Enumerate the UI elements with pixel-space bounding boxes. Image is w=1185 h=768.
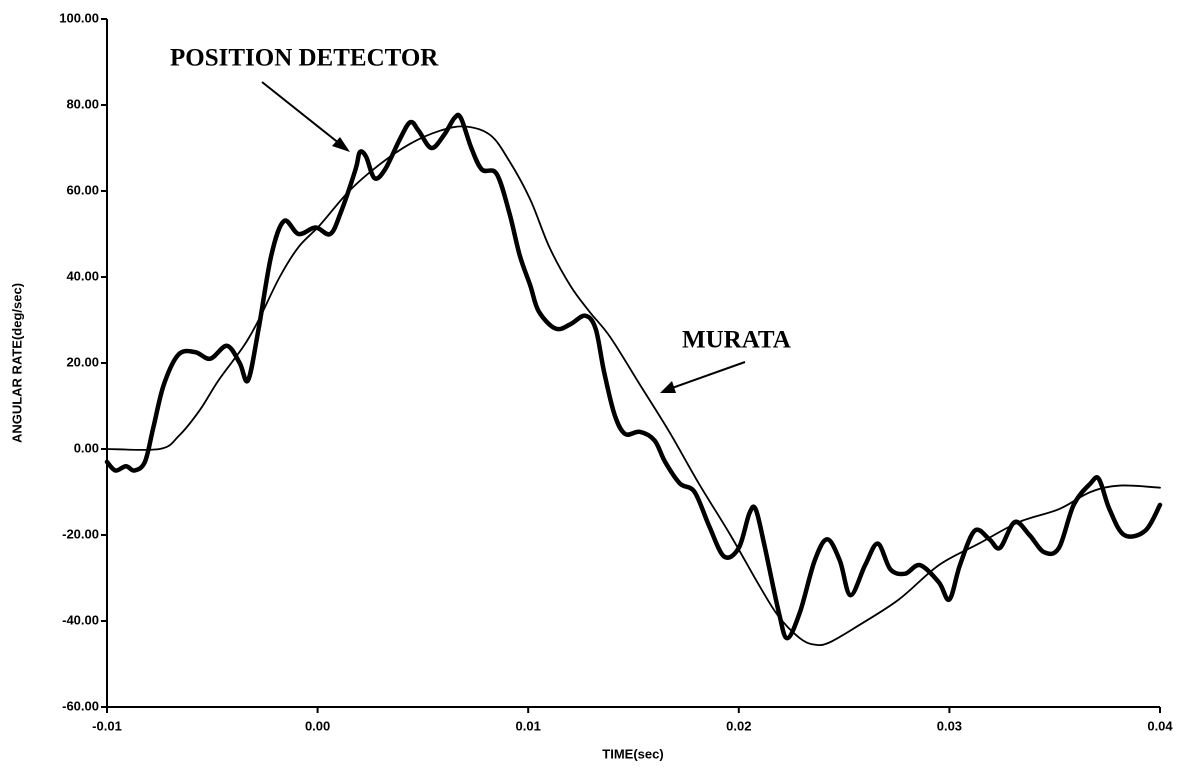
annotation-arrow — [660, 361, 746, 393]
y-tick-label: 100.00 — [59, 10, 99, 25]
y-tick-label: 60.00 — [66, 182, 99, 197]
series-annotation: MURATA — [682, 327, 791, 354]
y-tick-label: 40.00 — [66, 268, 99, 283]
y-tick-label: -40.00 — [62, 612, 99, 627]
y-tick-label: -20.00 — [62, 526, 99, 541]
annotation-arrow — [261, 81, 350, 152]
x-tick-label: 0.01 — [516, 718, 541, 733]
y-axis-title: ANGULAR RATE(deg/sec) — [9, 283, 24, 443]
y-tick-label: 20.00 — [66, 354, 99, 369]
series-line — [106, 125, 1161, 647]
y-tick-label: -60.00 — [62, 698, 99, 713]
x-tick-label: 0.03 — [937, 718, 962, 733]
series-annotation: POSITION DETECTOR — [170, 45, 439, 72]
x-tick-label: 0.00 — [305, 718, 330, 733]
x-tick-label: 0.02 — [726, 718, 751, 733]
x-tick-label: -0.01 — [92, 718, 122, 733]
series-line — [104, 112, 1163, 641]
x-axis-title: TIME(sec) — [602, 746, 663, 761]
y-tick-label: 80.00 — [66, 96, 99, 111]
y-tick-label: 0.00 — [74, 440, 99, 455]
x-tick-label: 0.04 — [1147, 718, 1173, 733]
